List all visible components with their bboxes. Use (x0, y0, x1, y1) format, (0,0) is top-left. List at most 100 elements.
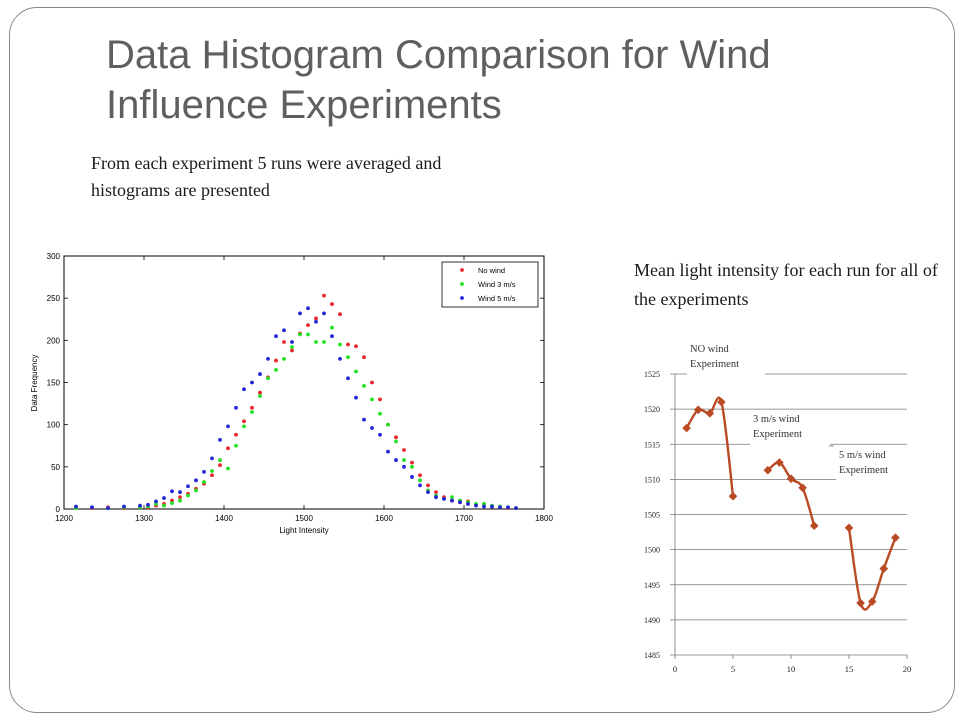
hist-point (306, 323, 310, 328)
hist-point (402, 464, 406, 469)
hist-point (474, 503, 478, 508)
hist-y-tick-label: 0 (56, 505, 61, 514)
hist-point (170, 501, 174, 505)
line-annotation-text: Experiment (839, 465, 888, 476)
hist-point (418, 483, 422, 488)
hist-point (138, 503, 142, 508)
hist-point (322, 293, 326, 298)
hist-point (234, 432, 238, 437)
hist-point (258, 390, 262, 395)
line-y-tick-label: 1505 (644, 511, 660, 520)
hist-point (362, 383, 366, 388)
line-point-marker (775, 458, 784, 467)
hist-point (162, 496, 166, 500)
hist-point (322, 340, 326, 344)
hist-point (346, 376, 350, 381)
hist-point (330, 302, 334, 306)
line-annotation-bg (750, 411, 830, 447)
hist-y-tick-label: 250 (47, 294, 61, 303)
hist-legend-marker (460, 296, 464, 300)
hist-point (378, 432, 382, 437)
line-point-marker (867, 597, 877, 606)
line-point-marker (763, 465, 773, 475)
hist-point (90, 505, 94, 510)
line-series-path (767, 461, 816, 527)
hist-point (146, 502, 150, 507)
hist-point (178, 498, 182, 503)
hist-point (178, 490, 182, 495)
hist-point (74, 504, 78, 509)
line-x-tick-label: 5 (731, 664, 735, 674)
hist-point (226, 466, 230, 471)
hist-points (74, 293, 518, 511)
hist-point (418, 473, 422, 478)
hist-point (162, 503, 166, 508)
hist-y-tick-label: 200 (47, 336, 61, 345)
hist-point (410, 464, 414, 469)
hist-point (314, 340, 318, 344)
hist-legend-marker (460, 268, 464, 272)
hist-legend: No wind Wind 3 m/s Wind 5 m/s (441, 261, 539, 308)
hist-legend-label: Wind 5 m/s (478, 294, 516, 303)
line-point-marker (786, 474, 796, 483)
line-x-tick-label: 0 (673, 664, 677, 674)
hist-point (290, 345, 294, 349)
line-annotations: NO wind Experiment 3 m/s wind Experiment 5 m… (687, 341, 910, 483)
hist-point (242, 419, 246, 424)
hist-point (234, 405, 238, 410)
hist-point (250, 380, 254, 385)
line-annotation-text: Experiment (753, 429, 802, 440)
hist-point (354, 369, 358, 374)
hist-point (466, 502, 470, 506)
line-annotation-text: Experiment (690, 359, 739, 370)
line-series-path (847, 527, 897, 611)
hist-point (282, 328, 286, 333)
line-point-marker (682, 423, 691, 433)
hist-point (418, 478, 422, 483)
hist-point (258, 394, 262, 398)
line-point-marker (879, 564, 889, 573)
hist-point (386, 422, 390, 427)
hist-point (202, 469, 206, 474)
hist-y-axis-label: Data Frequency (30, 355, 39, 412)
hist-point (298, 332, 302, 337)
hist-point (186, 493, 190, 498)
hist-point (490, 504, 494, 509)
hist-point (282, 356, 286, 361)
intro-text: From each experiment 5 runs were average… (91, 153, 442, 200)
hist-point (194, 488, 198, 493)
hist-legend-label: No wind (478, 266, 505, 275)
hist-point (338, 356, 342, 361)
hist-point (322, 311, 326, 316)
hist-point (210, 473, 214, 478)
hist-point (450, 495, 454, 500)
line-annotation-bg (836, 447, 910, 483)
line-point-marker (809, 521, 819, 531)
hist-y-tick-label: 100 (47, 421, 61, 430)
hist-point (402, 458, 406, 462)
hist-point (394, 439, 398, 444)
hist-point (106, 506, 110, 511)
hist-point (226, 446, 230, 451)
line-point-marker (728, 491, 738, 501)
hist-point (386, 449, 390, 454)
hist-x-tick-label: 1400 (215, 514, 233, 523)
line-point-marker (844, 523, 854, 533)
hist-point (370, 426, 374, 430)
hist-legend-label: Wind 3 m/s (478, 280, 516, 289)
line-y-tick-label: 1485 (644, 651, 660, 660)
hist-x-tick-label: 1500 (295, 514, 313, 523)
hist-point (266, 356, 270, 361)
line-y-tick-label: 1490 (644, 616, 660, 625)
line-series (682, 396, 900, 611)
hist-point (282, 340, 286, 344)
line-point-marker (891, 533, 900, 542)
hist-point (394, 458, 398, 462)
line-x-tick-label: 20 (903, 664, 912, 674)
hist-point (482, 504, 486, 509)
hist-point (306, 332, 310, 337)
hist-point (370, 397, 374, 402)
slide-title: Data Histogram Comparison for Wind Influ… (106, 33, 771, 127)
hist-legend-marker (460, 282, 464, 286)
